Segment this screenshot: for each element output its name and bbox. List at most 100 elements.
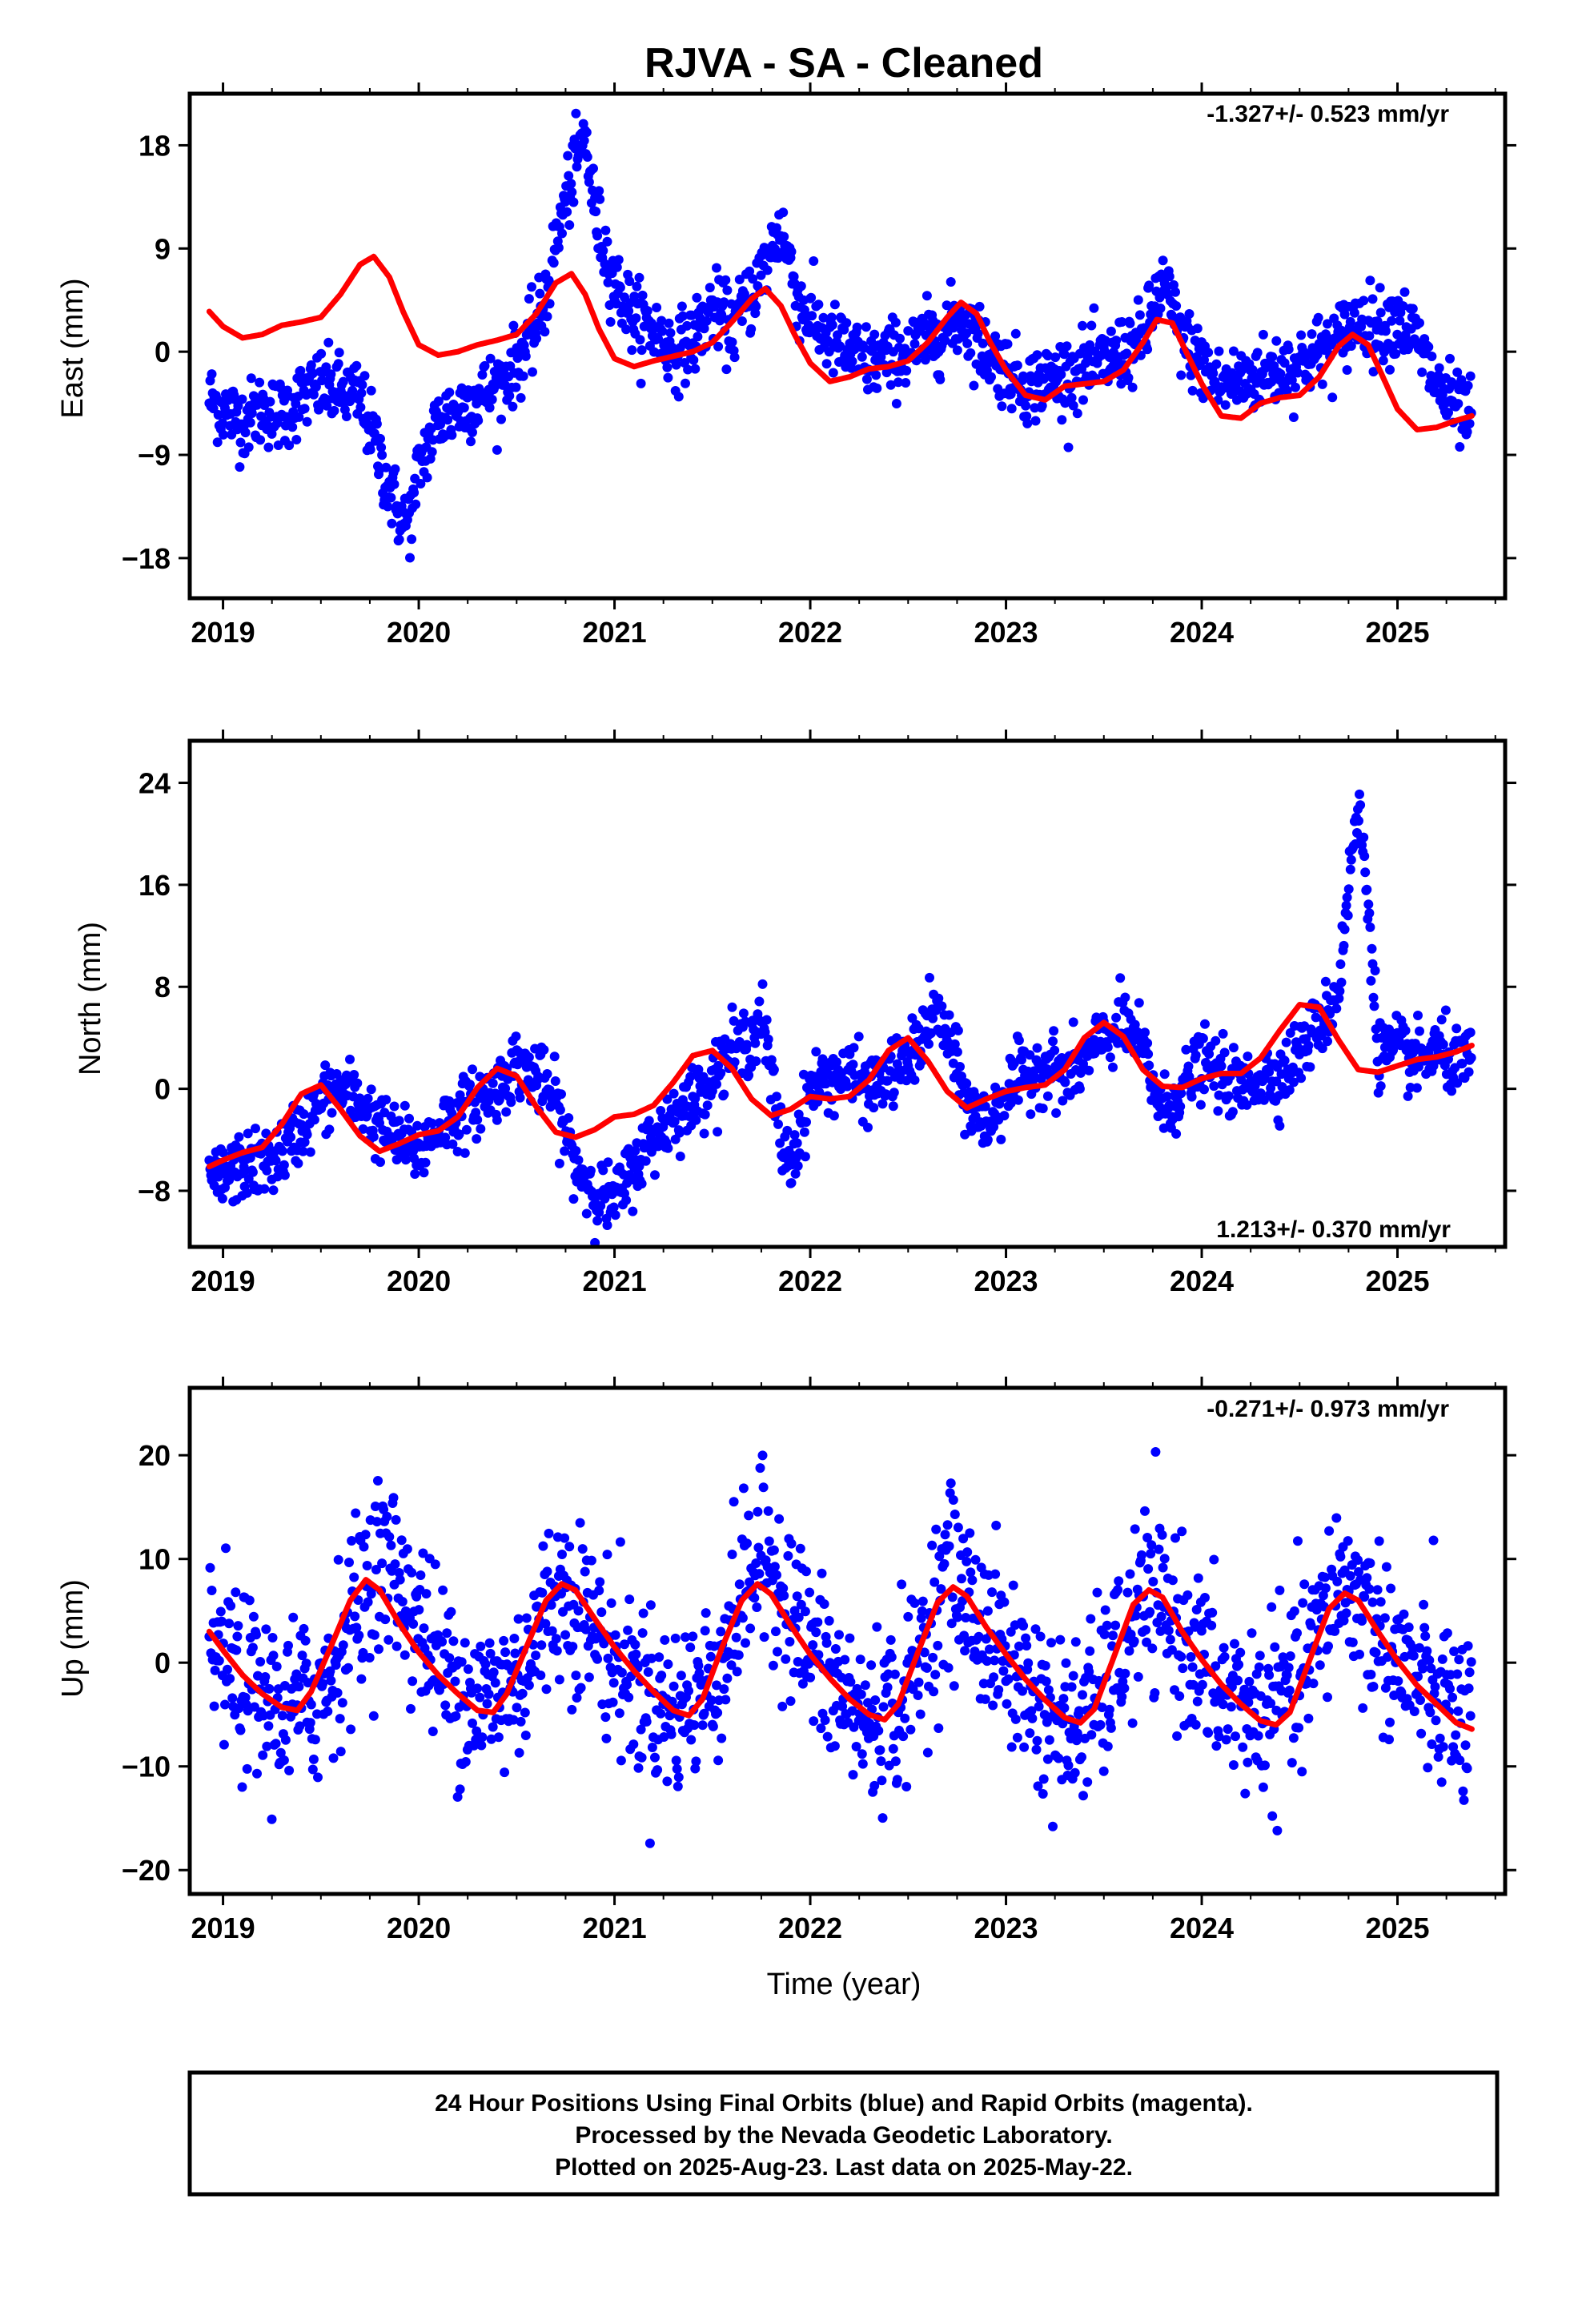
up-data-point: [1244, 1676, 1255, 1687]
north-data-point: [1284, 1085, 1295, 1096]
up-data-point: [1182, 1590, 1193, 1600]
up-data-point: [768, 1660, 778, 1671]
up-data-point: [560, 1630, 571, 1640]
east-data-point: [796, 281, 806, 292]
east-data-point: [447, 430, 457, 440]
north-data-point: [674, 1128, 685, 1138]
up-data-point: [837, 1701, 848, 1711]
north-data-point: [1465, 1027, 1476, 1038]
north-data-point: [1354, 816, 1363, 826]
north-plot-area: [204, 789, 1476, 1247]
up-data-point: [594, 1586, 604, 1596]
up-data-point: [670, 1633, 681, 1643]
east-data-point: [683, 364, 693, 375]
up-data-point: [1323, 1641, 1333, 1651]
east-data-point: [869, 329, 880, 340]
north-data-point: [460, 1148, 470, 1158]
north-data-point: [375, 1157, 385, 1168]
up-data-point: [744, 1510, 754, 1521]
north-data-point: [621, 1195, 632, 1205]
up-data-point: [1428, 1535, 1439, 1546]
north-data-point: [996, 1134, 1006, 1144]
north-data-point: [789, 1130, 800, 1140]
north-data-point: [556, 1089, 566, 1100]
up-data-point: [1154, 1544, 1164, 1554]
up-data-point: [990, 1569, 1001, 1579]
up-data-point: [1072, 1728, 1082, 1739]
east-data-point: [721, 364, 732, 375]
east-data-point: [627, 345, 637, 356]
north-data-point: [1105, 1052, 1115, 1063]
north-data-point: [1281, 1037, 1291, 1047]
up-data-point: [1433, 1751, 1443, 1762]
east-data-point: [920, 355, 930, 365]
up-data-point: [1438, 1742, 1448, 1752]
up-data-point: [1266, 1699, 1276, 1708]
east-data-point: [636, 345, 647, 356]
east-data-point: [444, 388, 455, 397]
up-data-point: [440, 1700, 451, 1711]
east-data-point: [390, 464, 400, 474]
east-data-point: [394, 534, 404, 545]
east-data-point: [1158, 255, 1168, 266]
north-data-point: [427, 1118, 437, 1128]
east-data-point: [1417, 367, 1427, 377]
up-data-point: [244, 1595, 255, 1606]
up-data-point: [712, 1680, 721, 1691]
north-data-point: [381, 1095, 391, 1105]
north-data-point: [542, 1069, 552, 1079]
up-data-point: [237, 1782, 247, 1792]
up-data-point: [1258, 1782, 1268, 1792]
east-data-point: [748, 274, 758, 284]
up-data-point: [391, 1514, 401, 1525]
east-data-point: [341, 412, 351, 421]
up-data-point: [368, 1711, 379, 1721]
up-data-point: [1136, 1550, 1146, 1560]
up-data-point: [233, 1621, 243, 1631]
up-data-point: [630, 1639, 640, 1650]
east-data-point: [1022, 411, 1032, 421]
up-data-point: [1332, 1576, 1343, 1586]
up-data-point: [1343, 1536, 1353, 1546]
up-data-point: [1451, 1730, 1461, 1740]
up-data-point: [713, 1755, 724, 1766]
north-data-point: [217, 1193, 227, 1204]
up-data-point: [779, 1590, 789, 1601]
north-data-point: [1366, 975, 1376, 986]
up-data-point: [277, 1711, 287, 1721]
east-data-point: [935, 374, 946, 384]
east-data-point: [484, 403, 495, 413]
east-data-point: [1385, 364, 1395, 375]
east-data-point: [1367, 294, 1378, 304]
up-data-point: [1335, 1551, 1346, 1562]
east-data-point: [1214, 346, 1224, 356]
north-data-point: [1363, 899, 1374, 910]
east-data-point: [1443, 408, 1453, 418]
up-data-point: [455, 1784, 465, 1795]
east-data-point: [1391, 348, 1401, 359]
north-rate-label: 1.213+/- 0.370 mm/yr: [1216, 1216, 1451, 1243]
north-data-point: [1200, 1019, 1210, 1029]
figure-title: RJVA - SA - Cleaned: [644, 40, 1043, 86]
up-data-point: [255, 1657, 266, 1667]
up-data-points: [204, 1447, 1476, 1848]
north-data-point: [488, 1078, 498, 1088]
east-data-point: [789, 271, 799, 282]
north-y-axis-label: North (mm): [74, 922, 107, 1076]
east-data-point: [532, 333, 542, 344]
up-data-point: [934, 1723, 944, 1733]
up-data-point: [482, 1699, 492, 1709]
up-data-point: [1464, 1683, 1474, 1694]
up-data-point: [624, 1692, 634, 1703]
east-data-point: [1022, 418, 1033, 428]
east-data-point: [1144, 280, 1154, 291]
east-data-point: [485, 353, 496, 364]
east-data-point: [1078, 320, 1087, 331]
north-data-point: [716, 1068, 726, 1078]
north-data-point: [636, 1179, 647, 1189]
east-data-point: [828, 368, 838, 378]
east-data-point: [861, 322, 871, 332]
east-data-point: [1463, 380, 1473, 391]
up-data-point: [400, 1650, 410, 1660]
east-data-point: [1068, 400, 1078, 411]
